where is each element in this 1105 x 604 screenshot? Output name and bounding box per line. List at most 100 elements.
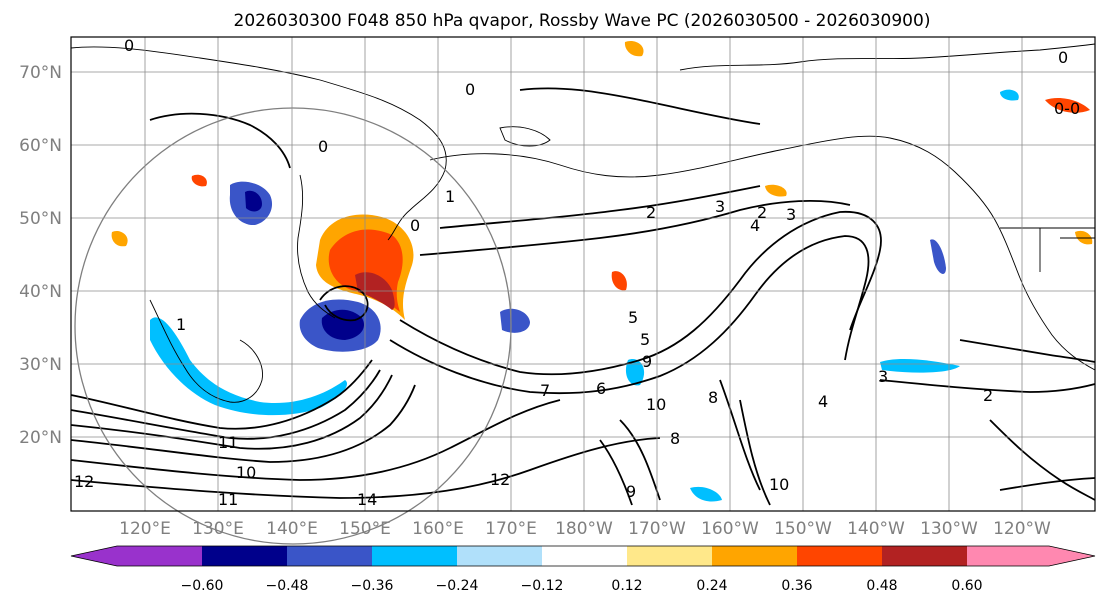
contour-line-18 xyxy=(999,477,1096,491)
negative-anomaly-patch-1 xyxy=(500,308,530,333)
contour-label: 8 xyxy=(670,429,680,448)
contour-line-low-center xyxy=(319,285,369,322)
colorbar-segment xyxy=(202,546,287,566)
contour-line-9 xyxy=(419,199,851,256)
contour-label: 10 xyxy=(769,475,789,494)
contour-label: 4 xyxy=(750,216,760,235)
contour-label: 2 xyxy=(646,203,656,222)
contour-line-3 xyxy=(70,374,393,450)
contour-label: 6 xyxy=(596,379,606,398)
lon-label-130w: 130°W xyxy=(920,519,978,539)
map-panel: 0 0 0 0 0 1 1 2 2 2 3 3 3 4 4 5 5 6 7 8 … xyxy=(70,36,1096,545)
contour-labels: 0 0 0 0 0 1 1 2 2 2 3 3 3 4 4 5 5 6 7 8 … xyxy=(74,36,1080,509)
latitude-labels: 70°N 60°N 50°N 40°N 30°N 20°N xyxy=(19,63,62,448)
positive-anomaly-patch-1 xyxy=(611,271,627,291)
colorbar-segment xyxy=(797,546,882,566)
lon-label-180w: 180°W xyxy=(555,519,613,539)
contour-line-8 xyxy=(389,235,870,395)
contour-line-15 xyxy=(149,112,291,169)
colorbar-tick-label: 0.36 xyxy=(781,578,812,594)
negative-anomaly-patch-5 xyxy=(1000,89,1019,101)
lon-label-160e: 160°E xyxy=(412,519,464,539)
coastline-island-1 xyxy=(499,126,551,147)
strong-negative-anomaly-manchuria xyxy=(245,190,262,212)
map-frame xyxy=(70,36,1096,512)
contour-label: 0 xyxy=(1058,48,1068,67)
contour-line-4 xyxy=(70,384,416,463)
lat-label-30n: 30°N xyxy=(19,355,62,375)
state-borders xyxy=(1000,227,1095,272)
contour-label: 5 xyxy=(628,308,638,327)
lon-label-170e: 170°E xyxy=(485,519,537,539)
lon-label-150e: 150°E xyxy=(339,519,391,539)
contour-label: 3 xyxy=(715,197,725,216)
contour-label: 10 xyxy=(236,463,256,482)
contour-label: 3 xyxy=(786,205,796,224)
contour-label: 9 xyxy=(626,482,636,501)
contour-label: 8 xyxy=(708,388,718,407)
colorbar-segment xyxy=(372,546,457,566)
negative-anomaly-patch-6 xyxy=(625,359,645,386)
contours xyxy=(70,87,1096,506)
colorbar-tick-label: −0.48 xyxy=(266,578,309,594)
positive-anomaly-patch-2 xyxy=(624,40,644,57)
colorbar-segment xyxy=(882,546,967,566)
contour-line-1 xyxy=(70,359,373,430)
colorbar-segment xyxy=(967,546,1049,566)
colorbar-outline xyxy=(70,545,1096,567)
colorbar-tick-label: −0.60 xyxy=(181,578,224,594)
contour-label: 14 xyxy=(357,490,377,509)
contour-label: 1 xyxy=(445,187,455,206)
contour-line-14 xyxy=(959,339,1096,363)
lon-label-120w: 120°W xyxy=(993,519,1051,539)
contour-line-2 xyxy=(70,369,381,440)
strong-negative-anomaly-japan xyxy=(321,309,365,340)
colorbar-tick-label: 0.12 xyxy=(611,578,642,594)
contour-label: 0-0 xyxy=(1054,99,1080,118)
lat-label-40n: 40°N xyxy=(19,282,62,302)
colorbar-tick-label: 0.24 xyxy=(696,578,727,594)
colorbar-segment xyxy=(712,546,797,566)
coastline-alaska-north-america xyxy=(429,135,1096,371)
negative-anomaly-asia-band xyxy=(150,317,348,416)
contour-line-5 xyxy=(70,399,561,481)
coastlines xyxy=(70,43,1096,403)
lon-label-140e: 140°E xyxy=(266,519,318,539)
colorbar-segment xyxy=(71,546,117,566)
contour-label: 7 xyxy=(540,381,550,400)
coastline-siberia xyxy=(70,46,447,241)
contour-line-11 xyxy=(719,379,771,506)
figure-title: 2026030300 F048 850 hPa qvapor, Rossby W… xyxy=(234,11,931,31)
negative-anomaly-patch-3 xyxy=(880,359,960,373)
coastline-sakhalin-japan xyxy=(297,174,336,319)
colorbar-segment xyxy=(457,546,542,566)
contour-label: 0 xyxy=(124,36,134,55)
colorbar-tick-label: 0.60 xyxy=(951,578,982,594)
contour-label: 12 xyxy=(74,472,94,491)
contour-line-10 xyxy=(439,185,761,229)
contour-label: 0 xyxy=(410,216,420,235)
negative-anomaly-patch-4 xyxy=(690,486,722,502)
contour-line-17 xyxy=(989,419,1096,501)
lon-label-150w: 150°W xyxy=(774,519,832,539)
colorbar-tick-label: 0.48 xyxy=(866,578,897,594)
contour-line-16 xyxy=(519,87,761,125)
contour-label: 0 xyxy=(318,137,328,156)
lon-label-130e: 130°E xyxy=(192,519,244,539)
contour-line-13 xyxy=(879,379,1096,393)
contour-label: 11 xyxy=(218,490,238,509)
contour-label: 2 xyxy=(983,386,993,405)
lon-label-120e: 120°E xyxy=(119,519,171,539)
negative-anomaly-patch-2 xyxy=(930,239,946,274)
contour-label: 10 xyxy=(646,395,666,414)
positive-anomaly-patch-4 xyxy=(765,184,787,197)
contour-label: 5 xyxy=(640,330,650,349)
lat-label-20n: 20°N xyxy=(19,428,62,448)
coastline-east-asia xyxy=(149,299,263,403)
colorbar-tick-label: −0.24 xyxy=(436,578,479,594)
lat-label-60n: 60°N xyxy=(19,136,62,156)
gridlines xyxy=(71,37,1095,511)
contour-label: 12 xyxy=(490,470,510,489)
contour-line-6 xyxy=(70,437,661,499)
positive-anomaly-patch-3 xyxy=(1045,98,1090,113)
